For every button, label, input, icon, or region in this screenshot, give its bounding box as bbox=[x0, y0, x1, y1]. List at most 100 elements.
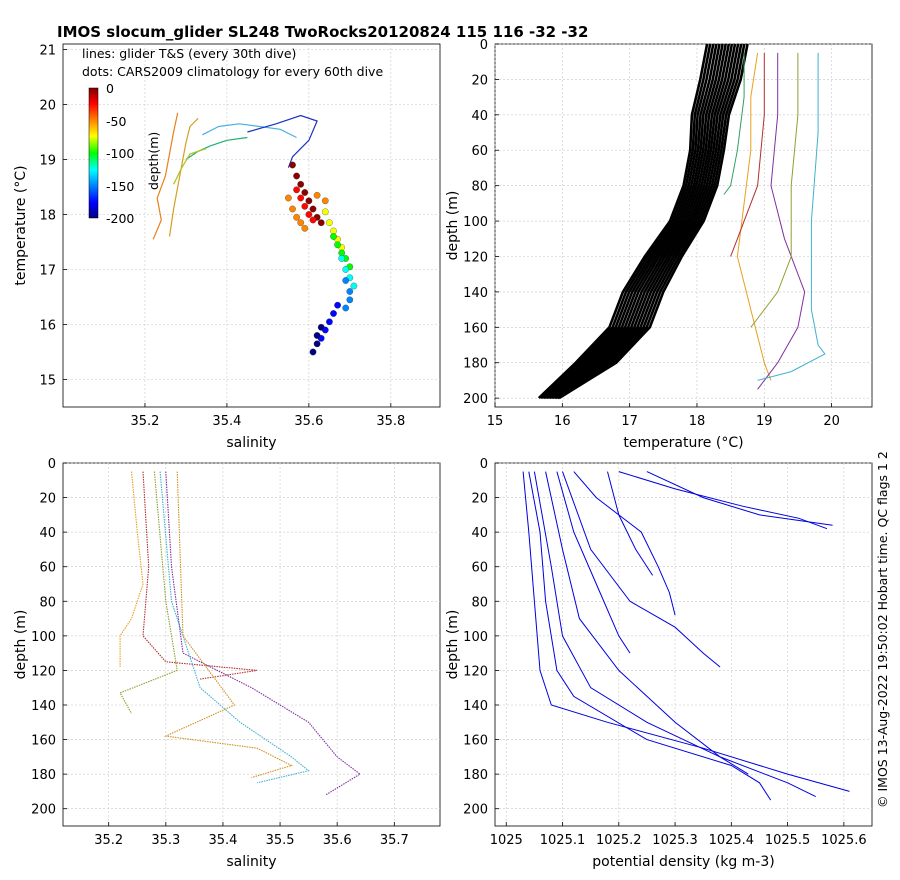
climatology-profile-line bbox=[551, 44, 737, 400]
y-tick-label: 20 bbox=[39, 99, 56, 114]
x-axis-label: salinity bbox=[226, 435, 276, 451]
y-tick-label: 16 bbox=[39, 319, 56, 334]
y-tick-label: 0 bbox=[480, 38, 488, 53]
ts-climatology-dot bbox=[289, 161, 296, 169]
y-tick-label: 140 bbox=[463, 699, 488, 714]
y-tick-label: 140 bbox=[31, 699, 56, 714]
ts-climatology-dot bbox=[334, 241, 341, 249]
x-tick-label: 35.4 bbox=[208, 833, 237, 848]
x-tick-label: 19 bbox=[756, 414, 773, 429]
y-tick-label: 40 bbox=[471, 526, 488, 541]
glider-density-profile bbox=[556, 471, 631, 654]
glider-salinity-profile bbox=[165, 471, 361, 796]
ts-climatology-dot bbox=[334, 301, 341, 309]
ts-glider-line bbox=[185, 136, 248, 160]
ts-climatology-dot bbox=[326, 219, 333, 227]
glider-salinity-profile bbox=[159, 471, 310, 784]
ts-glider-line bbox=[202, 123, 297, 139]
climatology-profile-line bbox=[548, 44, 731, 400]
glider-temperature-profile bbox=[723, 52, 745, 195]
x-tick-label: 1025.1 bbox=[540, 833, 586, 848]
ts-climatology-dot bbox=[305, 211, 313, 218]
climatology-profile-line bbox=[553, 44, 740, 400]
climatology-profile-line bbox=[555, 44, 743, 400]
y-tick-label: 20 bbox=[471, 492, 488, 507]
y-tick-label: 0 bbox=[480, 457, 488, 472]
x-tick-label: 35.2 bbox=[94, 833, 123, 848]
x-axis-label: temperature (°C) bbox=[623, 435, 743, 451]
y-tick-label: 120 bbox=[463, 664, 488, 679]
ts-glider-line bbox=[173, 147, 207, 185]
y-tick-label: 21 bbox=[39, 44, 56, 59]
plot-area bbox=[152, 112, 358, 356]
ts-climatology-dot bbox=[313, 191, 321, 199]
climatology-profile-line bbox=[556, 44, 746, 400]
x-tick-label: 1025.5 bbox=[765, 833, 811, 848]
colorbar-tick-100: -100 bbox=[106, 146, 134, 161]
x-tick-label: 35.5 bbox=[266, 833, 295, 848]
ts-glider-line bbox=[247, 114, 318, 168]
x-tick-label: 20 bbox=[823, 414, 840, 429]
y-tick-label: 180 bbox=[463, 357, 488, 372]
ts-climatology-dot bbox=[301, 202, 309, 210]
x-axis-label: salinity bbox=[226, 854, 276, 870]
x-tick-label: 35.2 bbox=[130, 414, 159, 429]
x-tick-label: 35.6 bbox=[323, 833, 352, 848]
panel-density: 1025 1025.1 1025.2 1025.3 1025.4 1025.5 1025.6… bbox=[445, 457, 873, 870]
y-tick-label: 20 bbox=[471, 73, 488, 88]
y-axis-label: depth (m) bbox=[445, 191, 461, 261]
ts-climatology-dot bbox=[317, 323, 325, 331]
side-note: © IMOS 13-Aug-2022 19:50:02 Hobart time.… bbox=[875, 451, 890, 808]
ts-climatology-dot bbox=[301, 224, 309, 232]
y-tick-label: 40 bbox=[39, 526, 56, 541]
x-tick-label: 15 bbox=[487, 414, 504, 429]
y-tick-label: 180 bbox=[463, 768, 488, 783]
y-axis-label: depth (m) bbox=[445, 610, 461, 680]
climatology-profile-line bbox=[542, 44, 718, 400]
ts-climatology-dot bbox=[293, 213, 300, 221]
y-tick-label: 0 bbox=[48, 457, 56, 472]
glider-density-profile bbox=[522, 471, 850, 792]
x-tick-label: 35.6 bbox=[294, 414, 323, 429]
ts-climatology-dot bbox=[297, 219, 305, 227]
ts-climatology-dot bbox=[305, 197, 313, 205]
glider-temperature-profile bbox=[757, 52, 806, 390]
ts-climatology-dot bbox=[342, 266, 350, 273]
ts-climatology-dot bbox=[321, 197, 329, 205]
climatology-profile-line bbox=[539, 44, 712, 400]
ts-climatology-dot bbox=[301, 189, 309, 196]
x-tick-label: 1025.6 bbox=[821, 833, 867, 848]
glider-temperature-profile bbox=[750, 52, 799, 328]
y-tick-label: 120 bbox=[463, 250, 488, 265]
ts-climatology-dot bbox=[297, 194, 305, 202]
colorbar-tick-0: 0 bbox=[106, 81, 114, 96]
ts-climatology-dot bbox=[317, 219, 325, 227]
ts-climatology-dot bbox=[321, 208, 329, 216]
glider-density-profile bbox=[528, 471, 772, 801]
y-tick-label: 80 bbox=[39, 595, 56, 610]
y-tick-label: 18 bbox=[39, 209, 56, 224]
ts-climatology-dot bbox=[289, 205, 296, 213]
climatology-profile-line bbox=[545, 44, 724, 400]
x-axis-label: potential density (kg m-3) bbox=[592, 854, 774, 870]
ts-climatology-dot bbox=[313, 332, 321, 339]
ts-glider-line bbox=[152, 112, 179, 240]
y-tick-label: 120 bbox=[31, 664, 56, 679]
y-tick-label: 100 bbox=[31, 630, 56, 645]
x-tick-label: 35.8 bbox=[376, 414, 405, 429]
climatology-profile-line bbox=[544, 44, 721, 400]
panel-ts: 35.2 35.4 35.6 35.8 15 16 17 18 19 20 21 salinity te… bbox=[13, 44, 441, 451]
colorbar-tick-200: -200 bbox=[106, 211, 134, 226]
figure-title: IMOS slocum_glider SL248 TwoRocks2012082… bbox=[57, 23, 588, 41]
y-tick-label: 180 bbox=[31, 768, 56, 783]
glider-salinity-profile bbox=[142, 471, 258, 680]
colorbar-tick-50: -50 bbox=[106, 114, 126, 129]
ts-climatology-dot bbox=[313, 340, 321, 348]
x-tick-label: 35.7 bbox=[380, 833, 409, 848]
colorbar: 0 -50 -100 -150 -200 depth(m) bbox=[88, 81, 161, 226]
y-tick-label: 60 bbox=[39, 561, 56, 576]
climatology-profile-line bbox=[537, 44, 709, 400]
y-tick-label: 100 bbox=[463, 215, 488, 230]
x-tick-label: 1025 bbox=[490, 833, 523, 848]
